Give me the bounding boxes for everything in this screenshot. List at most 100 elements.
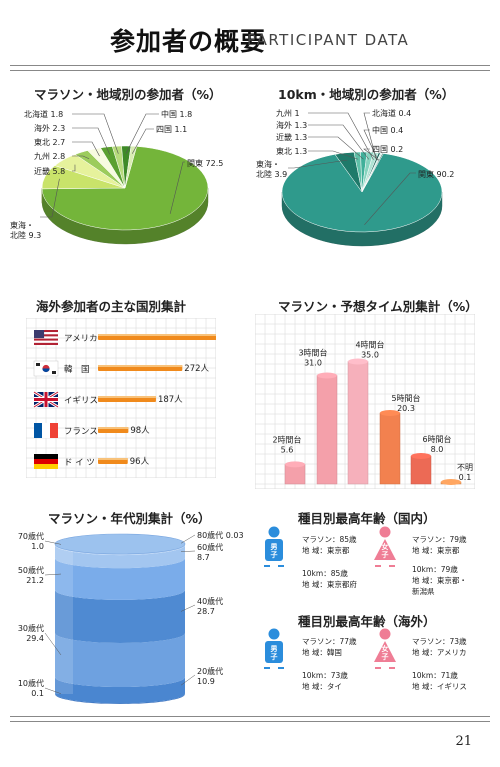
domestic-male-badge: 男子 [271,543,278,559]
pie-slice-label: 海外 2.3 [34,123,65,133]
overseas-female-tenk-text: 地 域：イギリス [412,681,467,691]
pie-leader-line [72,141,100,157]
domestic-male-head-icon [268,526,280,538]
pie-slice-label: 近畿 1.3 [276,132,307,142]
time-column-top [380,409,400,416]
domestic-female-head-icon [379,526,391,538]
overseas-female-marathon-text: マラソン：73歳 [412,636,467,646]
time-column-top [411,453,431,459]
gb-flag-icon [33,390,59,409]
flag-bar [52,371,56,374]
pie-leader-line [169,161,185,214]
age-value-label: 29.4 [26,634,44,643]
overseas-male-badge: 男子 [271,645,278,661]
pie-slice [281,153,443,233]
flag-band [34,454,58,459]
marathon-region-pie-chart: 関東 72.5 東海・北陸 9.3 近畿 5.8 九州 2.8 東北 2.7 海外 2.3… [10,109,223,245]
pie-slice-label: 中国 1.8 [161,109,192,119]
country-value-label: 96人 [130,457,150,467]
country-value-label: 98人 [130,426,150,436]
pie-leader-line [364,172,416,225]
pie-leader-line [72,164,76,172]
oldest-domestic-title: 種目別最高年齢（国内） [298,511,436,526]
header-divider [10,65,490,71]
page-title: 参加者の概要 [110,27,267,56]
age-category-label: 20歳代 [197,666,223,676]
overseas-female-head-icon [379,628,391,640]
flag-band [34,459,58,464]
age-title: マラソン・年代別集計（%） [48,511,211,526]
flag-stripe [34,342,58,345]
age-category-label: 30歳代 [18,623,44,633]
pie-leader-line [72,113,119,154]
pie-slice-label: 北海道 1.8 [24,109,63,119]
pie-slice-label: 九州 1 [276,109,300,118]
age-value-label: 10.9 [197,677,215,686]
time-column-top [285,461,305,468]
time-column-top [317,372,337,379]
pie-slice-label: 海外 1.3 [276,120,307,130]
time-value-label: 8.0 [431,445,444,454]
flag-stripe [34,330,58,333]
pie-slice-label: 四国 0.2 [372,145,403,154]
page-number: 21 [455,734,472,749]
time-category-label: 4時間台 [355,340,384,350]
expected-time-title: マラソン・予想タイム別集計（%） [278,299,478,314]
cylinder-top [54,533,186,555]
time-column-top [348,358,368,365]
domestic-female-tenk-text: 地 域：東京都・ [412,575,467,585]
age-value-label: 1.0 [31,542,44,551]
overseas-male-marathon-text: 地 域：韓国 [302,647,342,657]
time-category-label: 3時間台 [298,348,327,358]
time-column [379,412,401,485]
age-category-label: 70歳代 [18,531,44,541]
age-band [55,632,185,688]
pie-slice-label: 関東 90.2 [418,169,454,179]
pie-leader-line [72,155,90,160]
pie-leader-line [308,136,364,160]
overseas-male-tenk-text: 10km：73歳 [302,670,348,680]
flag-bar [36,363,40,366]
time-column [316,375,338,485]
country-bar-highlight [98,334,216,336]
flag-stripe [34,338,58,341]
age-leader-line [44,687,62,694]
age-leader-line [180,604,196,612]
domestic-female-marathon-text: マラソン：79歳 [412,534,467,544]
domestic-male-body-icon [265,539,283,561]
overseas-female-tenk-text: 10km：71歳 [412,670,458,680]
flag-canton [34,330,45,339]
overseas-female-badge: 女子 [382,644,389,661]
pie-leader-line [363,112,377,161]
pie-slice-label: 中国 0.4 [372,125,403,135]
age-leader-line [180,550,196,552]
flag-stripe [34,332,58,335]
flag-emblem [42,368,50,373]
us-flag-icon [34,330,58,345]
time-column [347,361,369,485]
age-value-label: 28.7 [197,607,215,616]
pie-slice-label: 北海道 0.4 [372,108,411,118]
oldest-overseas-title: 種目別最高年齢（海外） [298,614,436,629]
domestic-male-tenk-text: 地 域：東京都府 [302,579,357,589]
page-subtitle: PARTICIPANT DATA [247,31,410,49]
age-leader-line [44,632,62,656]
time-column [410,455,432,485]
country-label: アメリカ [64,334,98,344]
age-value-label: 21.2 [26,576,44,585]
flag-stripe [34,340,58,343]
pie-slice-label: 東海・北陸 3.9 [256,159,287,179]
age-category-label: 40歳代 [197,596,223,606]
pie-leader-line [363,148,380,161]
pie-slice-label: 関東 72.5 [187,158,223,168]
overseas-male-tenk-text: 地 域：タイ [302,681,342,691]
pie-slice-label: 近畿 5.8 [34,166,65,176]
pie-leader-line [288,159,348,169]
country-value-label: 272人 [184,364,209,374]
age-band [55,545,185,569]
time-category-label: 不明 [457,463,473,472]
pie-slice-label: 東海・北陸 9.3 [10,220,41,240]
